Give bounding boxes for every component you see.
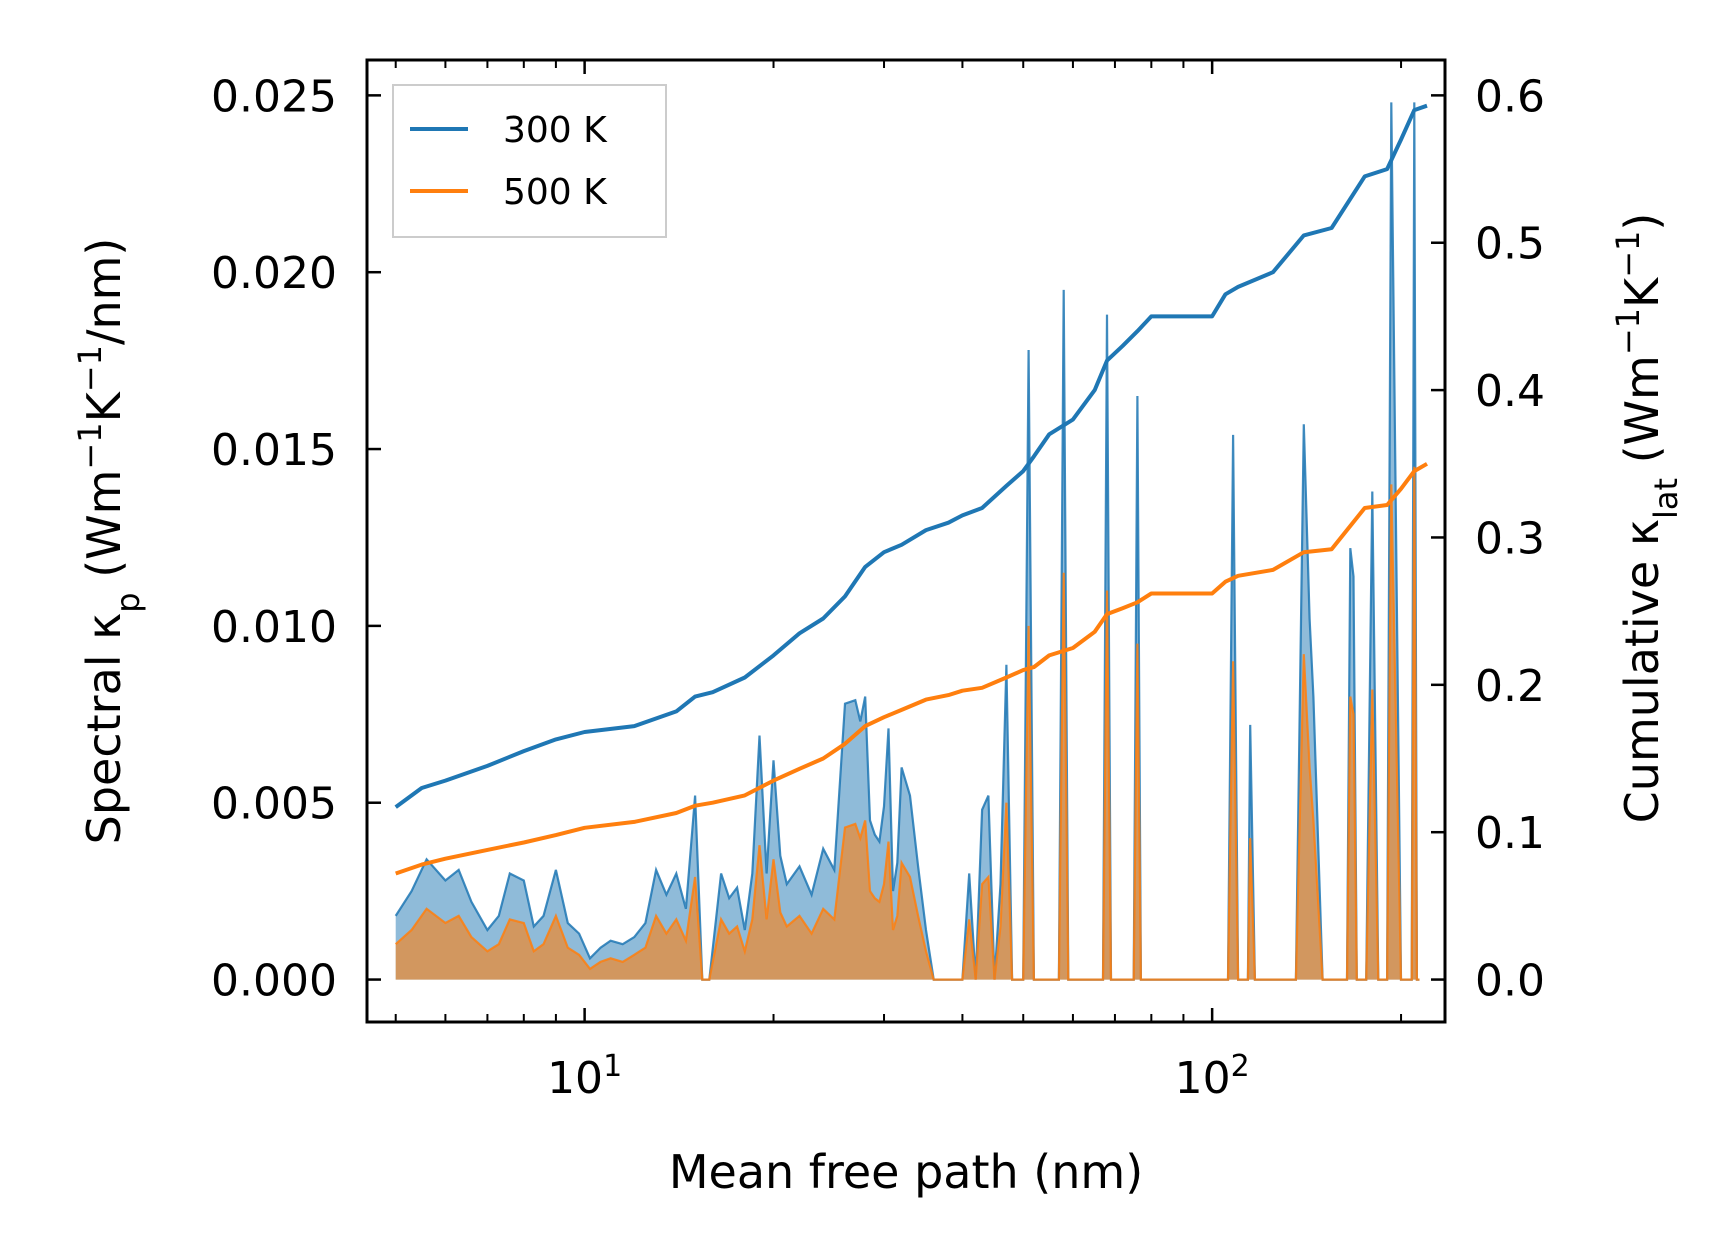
y-right-label-post: ) bbox=[1615, 213, 1669, 231]
legend-label-300k: 300 K bbox=[503, 110, 608, 151]
y-right-axis-label: Cumulative κlat (Wm−1K−1) bbox=[1609, 213, 1685, 824]
y-right-tick-label: 0.0 bbox=[1475, 956, 1545, 1007]
plot-frame bbox=[365, 58, 1447, 1024]
y-left-label-sup1: −1 bbox=[71, 422, 109, 469]
x-tick-label-exp: 1 bbox=[603, 1049, 622, 1084]
x-tick-label: 102 bbox=[1175, 1049, 1250, 1105]
spectral-fill-500k bbox=[395, 466, 1420, 980]
y-left-label-pre: Spectral κ bbox=[77, 613, 131, 845]
x-tick-label-base: 10 bbox=[547, 1053, 603, 1104]
y-left-label-sup2: −1 bbox=[71, 345, 109, 392]
y-left-tick-label: 0.020 bbox=[211, 248, 337, 299]
y-left-label-sub: p bbox=[109, 592, 147, 612]
legend-label-500k: 500 K bbox=[503, 172, 608, 213]
x-axis-label: Mean free path (nm) bbox=[669, 1145, 1143, 1199]
x-tick-label-base: 10 bbox=[1175, 1053, 1231, 1104]
spectral-line-300k bbox=[394, 102, 1420, 981]
y-left-tick-label: 0.000 bbox=[211, 956, 337, 1007]
x-tick-label: 101 bbox=[547, 1049, 622, 1105]
y-right-label-sup2: −1 bbox=[1609, 231, 1647, 278]
cumulative-line-300k bbox=[394, 103, 1428, 809]
x-tick-label-exp: 2 bbox=[1231, 1049, 1250, 1084]
y-right-tick-label: 0.2 bbox=[1475, 661, 1545, 712]
legend: 300 K 500 K bbox=[392, 84, 667, 238]
y-left-tick-labels: 0.000 0.005 0.010 0.015 0.020 0.025 bbox=[211, 71, 337, 1006]
y-left-label-k: K bbox=[77, 390, 131, 422]
y-left-tick-label: 0.005 bbox=[211, 779, 337, 830]
x-tick-labels: 101 102 bbox=[547, 1049, 1250, 1105]
y-right-label-sub: lat bbox=[1647, 478, 1685, 519]
spectral-line-500k bbox=[394, 466, 1420, 981]
y-left-tick-label: 0.015 bbox=[211, 425, 337, 476]
cumulative-line-layer bbox=[394, 103, 1428, 876]
y-left-tick-label: 0.010 bbox=[211, 602, 337, 653]
y-left-label-mid: (Wm bbox=[77, 470, 131, 593]
y-right-tick-label: 0.1 bbox=[1475, 808, 1545, 859]
legend-box bbox=[392, 84, 667, 238]
y-right-label-mid: (Wm bbox=[1615, 355, 1669, 478]
y-right-tick-label: 0.5 bbox=[1475, 219, 1545, 270]
y-right-tick-label: 0.6 bbox=[1475, 71, 1545, 122]
y-left-label-post: /nm) bbox=[77, 238, 131, 345]
y-right-tick-labels: 0.0 0.1 0.2 0.3 0.4 0.5 0.6 bbox=[1475, 71, 1545, 1006]
cumulative-line-500k bbox=[395, 462, 1428, 876]
y-left-tick-label: 0.025 bbox=[211, 71, 337, 122]
y-right-tick-label: 0.3 bbox=[1475, 513, 1545, 564]
y-right-label-sup1: −1 bbox=[1609, 308, 1647, 355]
y-right-label-k: K bbox=[1615, 276, 1669, 308]
y-left-axis-label: Spectral κp (Wm−1K−1/nm) bbox=[71, 238, 147, 845]
spectral-fill-layer bbox=[394, 102, 1420, 981]
y-right-tick-label: 0.4 bbox=[1475, 366, 1545, 417]
y-right-label-pre: Cumulative κ bbox=[1615, 519, 1669, 823]
